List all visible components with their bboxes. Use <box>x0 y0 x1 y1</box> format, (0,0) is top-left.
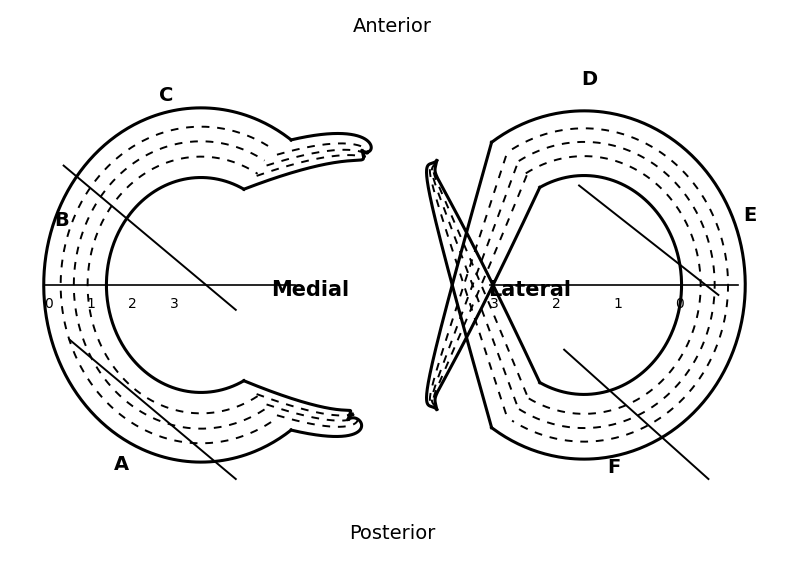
Text: A: A <box>114 454 129 473</box>
Text: 0: 0 <box>675 297 684 311</box>
Text: Anterior: Anterior <box>352 17 432 36</box>
Text: Medial: Medial <box>272 280 349 300</box>
Text: 1: 1 <box>86 297 95 311</box>
Text: 3: 3 <box>490 297 499 311</box>
Text: 2: 2 <box>552 297 560 311</box>
Text: 3: 3 <box>170 297 178 311</box>
Text: Posterior: Posterior <box>349 524 435 543</box>
Text: E: E <box>743 206 757 225</box>
Text: D: D <box>581 69 597 88</box>
Text: 2: 2 <box>128 297 137 311</box>
Text: C: C <box>159 86 173 105</box>
Text: 0: 0 <box>44 297 53 311</box>
Text: B: B <box>54 211 69 230</box>
Text: F: F <box>608 458 620 477</box>
Text: Lateral: Lateral <box>487 280 571 300</box>
Text: 1: 1 <box>613 297 623 311</box>
